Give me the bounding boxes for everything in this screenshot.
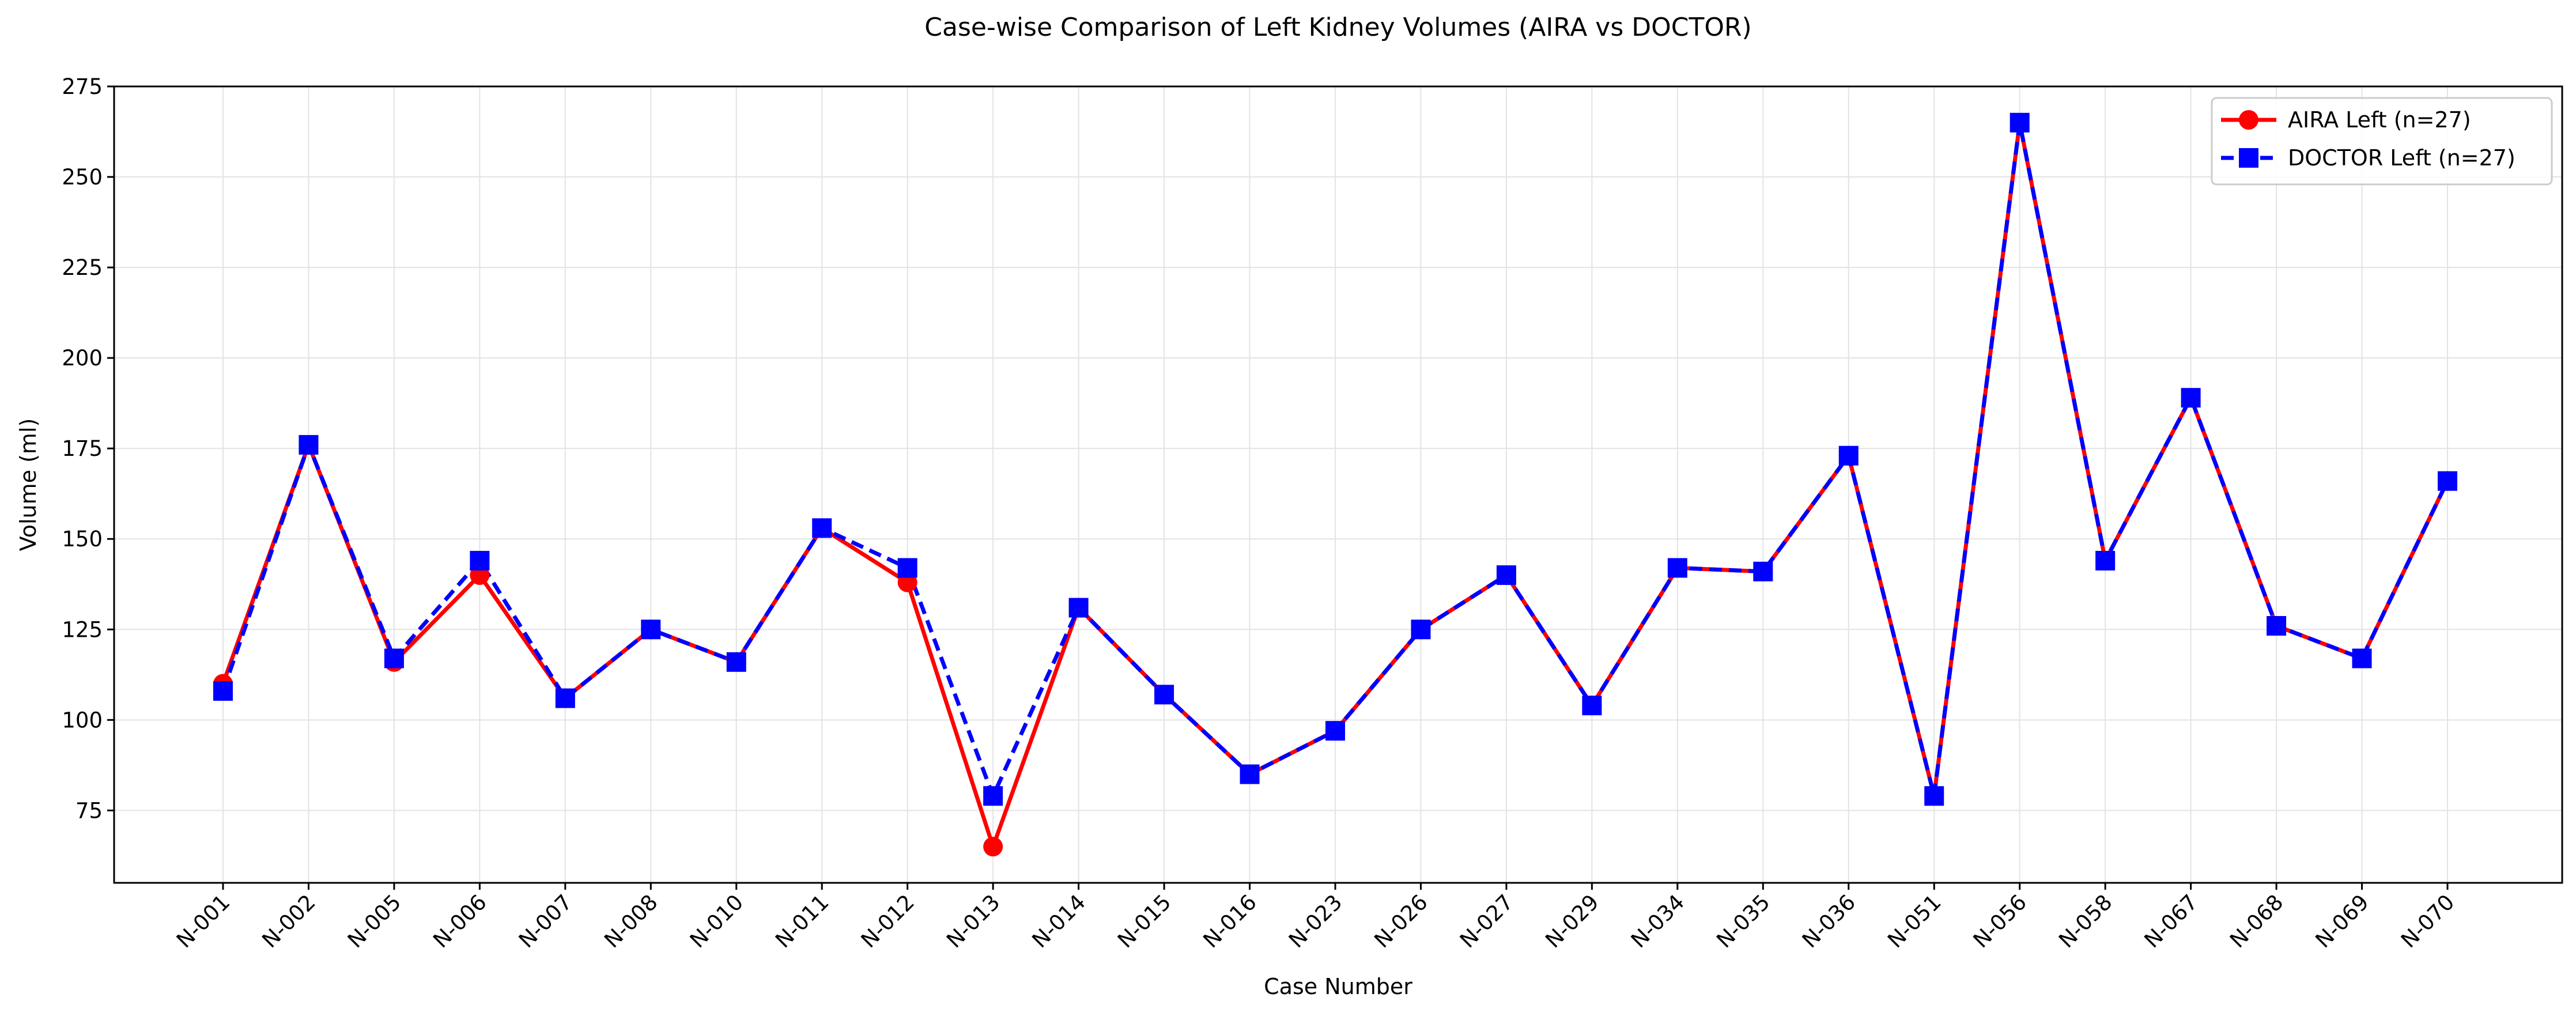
data-point-doctor (1582, 696, 1602, 716)
data-point-doctor (812, 518, 832, 538)
legend-box (2211, 97, 2553, 186)
y-tick-label: 75 (75, 798, 103, 823)
y-tick-label: 225 (62, 255, 103, 280)
y-tick-label: 150 (62, 527, 103, 551)
legend-label: DOCTOR Left (n=27) (2288, 145, 2515, 171)
legend-marker-square (2239, 148, 2258, 168)
data-point-aira (983, 837, 1003, 857)
data-point-doctor (555, 688, 575, 708)
data-point-doctor (1753, 561, 1773, 581)
y-tick-label: 250 (62, 165, 103, 190)
data-point-doctor (2352, 648, 2372, 668)
data-point-doctor (1667, 558, 1687, 578)
y-axis-label: Volume (ml) (16, 418, 41, 551)
y-tick-label: 275 (62, 74, 103, 99)
data-point-doctor (1154, 685, 1174, 705)
data-point-doctor (1496, 565, 1516, 585)
y-tick-label: 200 (62, 346, 103, 371)
data-point-doctor (2095, 550, 2116, 571)
data-point-doctor (641, 619, 661, 640)
legend-marker-circle (2239, 110, 2258, 130)
data-point-doctor (1838, 445, 1859, 466)
series-layer (213, 112, 2457, 857)
y-tick-label: 175 (62, 436, 103, 461)
data-point-doctor (2438, 471, 2457, 491)
y-tick-label: 100 (62, 708, 103, 732)
data-point-doctor (2010, 112, 2030, 133)
data-point-doctor (2267, 615, 2287, 636)
data-point-doctor (213, 681, 233, 701)
chart-title: Case-wise Comparison of Left Kidney Volu… (924, 13, 1751, 42)
x-axis-label: Case Number (1264, 974, 1412, 999)
legend-label: AIRA Left (n=27) (2288, 107, 2471, 133)
data-point-doctor (2181, 388, 2201, 408)
data-point-doctor (1325, 721, 1345, 741)
grid (114, 86, 2562, 883)
data-point-doctor (726, 652, 746, 672)
data-point-doctor (1240, 764, 1260, 784)
data-point-doctor (983, 786, 1003, 806)
data-point-doctor (299, 435, 319, 455)
data-point-doctor (1411, 619, 1431, 640)
data-point-doctor (470, 550, 490, 571)
legend: AIRA Left (n=27) DOCTOR Left (n=27) (2211, 97, 2553, 186)
plot-area-frame (113, 85, 2563, 884)
y-tick-label: 125 (62, 617, 103, 642)
data-point-doctor (384, 648, 404, 668)
data-point-doctor (897, 558, 917, 578)
data-point-doctor (1924, 786, 1944, 806)
data-point-doctor (1068, 598, 1089, 618)
